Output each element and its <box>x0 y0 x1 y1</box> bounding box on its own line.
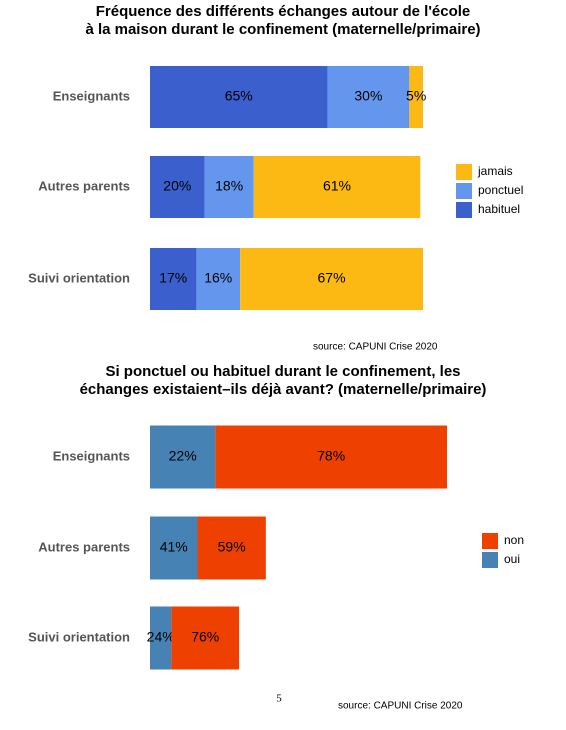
data-label: 76% <box>191 629 219 645</box>
data-label: 17% <box>159 270 187 286</box>
chart-title: Fréquence des différents échanges autour… <box>96 3 471 20</box>
bar-segment <box>197 516 266 580</box>
data-label: 59% <box>218 539 246 555</box>
bar-segment <box>150 248 197 310</box>
legend-label: habituel <box>478 202 520 216</box>
legend-swatch <box>482 552 498 568</box>
data-label: 30% <box>354 88 382 104</box>
data-label: 41% <box>160 539 188 555</box>
category-label: Autres parents <box>38 539 130 554</box>
legend-swatch <box>456 164 472 180</box>
data-label: 5% <box>406 88 426 104</box>
data-label: 67% <box>318 270 346 286</box>
bar-segment <box>240 248 423 310</box>
data-label: 24% <box>147 629 175 645</box>
data-label: 65% <box>225 88 253 104</box>
data-label: 20% <box>163 178 191 194</box>
category-label: Enseignants <box>53 88 130 103</box>
bar-segment <box>150 156 205 218</box>
source: source: CAPUNI Crise 2020 <box>338 701 463 712</box>
chart-title: échanges existaient–ils déjà avant? (mat… <box>80 381 487 398</box>
data-label: 61% <box>323 178 351 194</box>
bar-segment <box>150 425 216 489</box>
bar-segment <box>196 248 241 310</box>
bar-segment <box>253 156 421 218</box>
category-label: Suivi orientation <box>28 629 130 644</box>
data-label: 78% <box>317 448 345 464</box>
legend-swatch <box>456 183 472 199</box>
legend-label: jamais <box>477 164 513 178</box>
bar-segment <box>150 516 198 580</box>
data-label: 16% <box>204 270 232 286</box>
legend-label: non <box>504 533 524 547</box>
bar-segment <box>215 425 447 489</box>
category-label: Autres parents <box>38 178 130 193</box>
bar-segment <box>150 606 172 670</box>
legend-label: oui <box>504 552 520 566</box>
chart-title: Si ponctuel ou habituel durant le confin… <box>105 363 460 380</box>
bar-segment <box>150 66 328 128</box>
legend-label: ponctuel <box>478 183 523 197</box>
bar-segment <box>171 606 240 670</box>
bar-segment <box>204 156 254 218</box>
legend-swatch <box>456 202 472 218</box>
data-label: 22% <box>169 448 197 464</box>
bar-segment <box>327 66 410 128</box>
source: source: CAPUNI Crise 2020 <box>313 342 438 353</box>
chart-title: à la maison durant le confinement (mater… <box>85 21 480 38</box>
bar-segment <box>409 66 423 128</box>
category-label: Enseignants <box>53 448 130 463</box>
page-number: 5 <box>276 693 282 705</box>
category-label: Suivi orientation <box>28 270 130 285</box>
legend-swatch <box>482 533 498 549</box>
data-label: 18% <box>215 178 243 194</box>
